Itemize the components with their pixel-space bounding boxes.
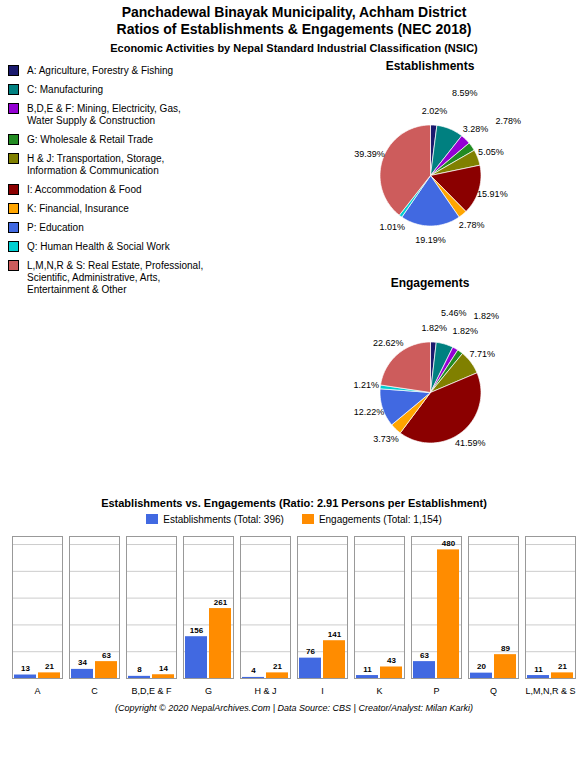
svg-text:11: 11 — [363, 665, 372, 674]
html-text:A: Agriculture, Forestry & Fis: A: Agriculture, Forestry & Fishing — [27, 65, 174, 76]
svg-text:1.82%: 1.82% — [474, 311, 500, 321]
svg-text:2.02%: 2.02% — [422, 106, 448, 116]
svg-text:39.39%: 39.39% — [354, 149, 385, 159]
svg-text:20: 20 — [477, 662, 486, 671]
html-text:P: Education: P: Education — [27, 222, 84, 233]
svg-text:8: 8 — [137, 665, 142, 674]
svg-text:3.73%: 3.73% — [373, 434, 399, 444]
svg-text:4: 4 — [251, 666, 256, 675]
svg-text:89: 89 — [501, 644, 510, 653]
html-text:L,M,N,R & S: Real Estate, Prof: L,M,N,R & S: Real Estate, Professional, … — [27, 260, 204, 295]
html-text:Panchadewal Binayak Municipali: Panchadewal Binayak Municipality, Achham… — [116, 4, 472, 37]
svg-text:I: I — [321, 686, 324, 696]
html-text:Engagements: Engagements — [390, 276, 470, 290]
svg-text:5.46%: 5.46% — [441, 308, 467, 318]
svg-text:22.62%: 22.62% — [373, 338, 404, 348]
svg-text:3.28%: 3.28% — [463, 124, 489, 134]
svg-text:21: 21 — [45, 662, 54, 671]
html-text:G: Wholesale & Retail Trade: G: Wholesale & Retail Trade — [27, 134, 154, 145]
html-text:(Copyright © 2020 NepalArchive: (Copyright © 2020 NepalArchives.Com | Da… — [115, 703, 473, 713]
svg-text:14: 14 — [159, 664, 168, 673]
html-text:K: Financial, Insurance: K: Financial, Insurance — [27, 203, 129, 214]
svg-text:156: 156 — [190, 626, 204, 635]
svg-text:H & J: H & J — [254, 686, 276, 696]
svg-text:63: 63 — [420, 651, 429, 660]
svg-text:76: 76 — [306, 647, 315, 656]
html-text:B,D,E & F: Mining, Electricity: B,D,E & F: Mining, Electricity, Gas, Wat… — [27, 103, 181, 126]
svg-text:34: 34 — [78, 658, 87, 667]
svg-text:19.19%: 19.19% — [415, 235, 446, 245]
svg-text:41.59%: 41.59% — [455, 438, 486, 448]
svg-text:B,D,E & F: B,D,E & F — [131, 686, 172, 696]
html-text:Establishments (Total: 396): Establishments (Total: 396) — [163, 514, 284, 525]
html-text:I: Accommodation & Food: I: Accommodation & Food — [27, 184, 142, 195]
svg-text:A: A — [34, 686, 40, 696]
html-text:Establishments vs. Engagements: Establishments vs. Engagements (Ratio: 2… — [101, 497, 487, 509]
html-text:Engagements (Total: 1,154): Engagements (Total: 1,154) — [318, 514, 442, 525]
svg-text:7.71%: 7.71% — [469, 349, 495, 359]
svg-text:P: P — [433, 686, 439, 696]
html-text:Economic Activities by Nepal S: Economic Activities by Nepal Standard In… — [110, 42, 478, 54]
svg-text:13: 13 — [21, 664, 30, 673]
svg-text:15.91%: 15.91% — [477, 189, 508, 199]
svg-text:261: 261 — [214, 598, 228, 607]
svg-text:480: 480 — [442, 539, 456, 548]
svg-text:1.21%: 1.21% — [353, 380, 379, 390]
html-text:Establishments: Establishments — [385, 59, 475, 73]
svg-text:2.78%: 2.78% — [459, 220, 485, 230]
svg-text:141: 141 — [328, 630, 342, 639]
html-text:H & J: Transportation, Storage: H & J: Transportation, Storage, Informat… — [27, 153, 165, 176]
html-text:C: Manufacturing: C: Manufacturing — [27, 84, 104, 95]
svg-text:2.78%: 2.78% — [496, 116, 522, 126]
svg-text:1.82%: 1.82% — [453, 326, 479, 336]
svg-text:21: 21 — [273, 662, 282, 671]
svg-text:43: 43 — [387, 656, 396, 665]
svg-text:G: G — [205, 686, 212, 696]
svg-text:K: K — [376, 686, 382, 696]
svg-text:12.22%: 12.22% — [354, 407, 385, 417]
svg-text:8.59%: 8.59% — [452, 88, 478, 98]
html-text:Q: Human Health & Social Work: Q: Human Health & Social Work — [27, 241, 170, 252]
svg-text:11: 11 — [534, 665, 543, 674]
svg-text:1.01%: 1.01% — [379, 222, 405, 232]
svg-text:63: 63 — [102, 651, 111, 660]
svg-text:C: C — [91, 686, 98, 696]
svg-text:Q: Q — [490, 686, 497, 696]
svg-text:L,M,N,R & S: L,M,N,R & S — [525, 686, 575, 696]
svg-text:5.05%: 5.05% — [478, 147, 504, 157]
svg-text:1.82%: 1.82% — [421, 323, 447, 333]
svg-text:21: 21 — [558, 662, 567, 671]
